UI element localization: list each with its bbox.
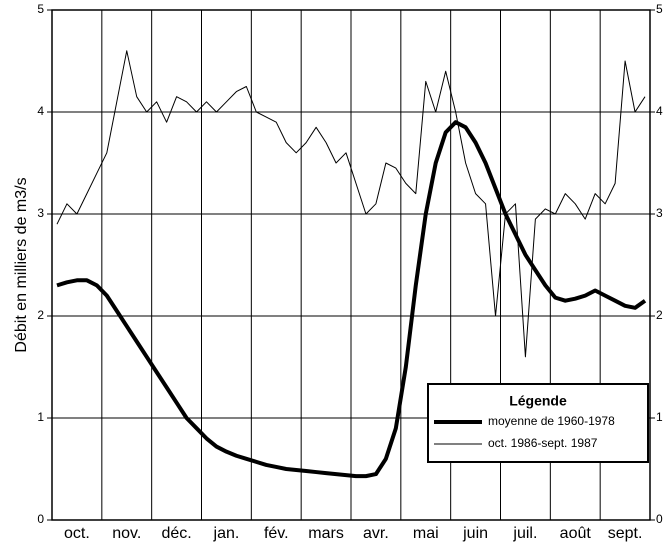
y2-tick-label: 2 [656,308,663,322]
x-tick-label: fév. [264,525,289,542]
legend-title: Légende [509,393,567,409]
x-tick-label: jan. [213,525,240,542]
x-tick-label: mars [308,525,344,542]
x-tick-label: mai [413,525,439,542]
y2-tick-label: 1 [656,410,663,424]
legend-label: moyenne de 1960-1978 [488,414,615,428]
x-tick-label: août [560,525,592,542]
data-line [56,120,647,479]
x-tick-label: avr. [363,525,389,542]
y2-tick-label: 5 [656,2,663,16]
y2-tick-label: 3 [656,206,663,220]
x-tick-label: oct. [64,525,90,542]
y-axis-label: Débit en milliers de m3/s [13,177,30,352]
y-tick-label: 4 [37,104,44,118]
y-tick-label: 0 [37,512,44,526]
y2-tick-label: 0 [656,512,663,526]
x-tick-label: sept. [608,525,643,542]
legend-label: oct. 1986-sept. 1987 [488,436,598,450]
x-tick-label: juin [462,525,488,542]
y-tick-label: 3 [37,206,44,220]
y2-tick-label: 4 [656,104,663,118]
y-tick-label: 1 [37,410,44,424]
x-tick-label: déc. [161,525,191,542]
y-tick-label: 5 [37,2,44,16]
y-tick-label: 2 [37,308,44,322]
x-tick-label: nov. [112,525,141,542]
x-tick-label: juil. [512,525,537,542]
data-line [56,50,646,358]
